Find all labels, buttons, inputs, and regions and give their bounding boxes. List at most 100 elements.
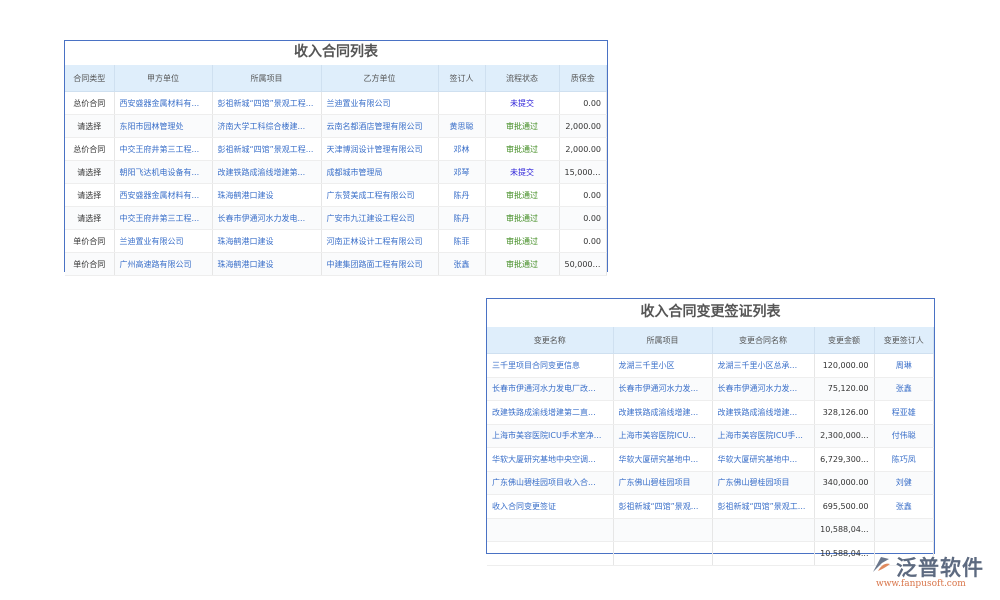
table-cell[interactable]: 成都城市管理局 [321,160,439,184]
table-cell[interactable]: 上海市美容医院ICU手... [712,424,815,448]
table-row[interactable]: 长春市伊通河水力发电厂改... 长春市伊通河水力发... 长春市伊通河水力发... 7… [487,377,934,401]
column-header[interactable]: 合同类型 [65,65,115,92]
table-cell[interactable]: 上海市美容医院ICU... [613,424,713,448]
table-cell[interactable]: 彭祖新城“四馆”景观工程... [212,137,322,161]
column-header[interactable]: 甲方单位 [114,65,213,92]
table-cell[interactable]: 广东佛山碧桂园项目收入合... [487,471,614,495]
table-cell[interactable]: 东阳市园林管理处 [114,114,213,138]
table-cell[interactable]: 西安盛器金属材料有... [114,183,213,207]
table-cell[interactable] [487,541,614,566]
table-cell[interactable] [613,541,713,566]
table-cell[interactable] [613,518,713,542]
table-cell[interactable]: 收入合同变更签证 [487,494,614,519]
table-cell[interactable]: 华软大厦研究基地中... [712,447,815,472]
table-cell[interactable]: 朝阳飞达机电设备有... [114,160,213,184]
table-cell[interactable]: 刘健 [874,471,934,495]
table-cell[interactable]: 邓琴 [438,160,486,184]
table-cell[interactable]: 改建铁路成渝线增建... [613,400,713,425]
table-cell[interactable]: 张鑫 [438,252,486,276]
column-header[interactable]: 变更合同名称 [712,327,815,354]
table-cell[interactable] [487,518,614,542]
table-row[interactable]: 请选择 朝阳飞达机电设备有... 改建铁路成渝线增建第... 成都城市管理局 邓琴 未提交… [65,160,607,184]
table-cell[interactable]: 西安盛器金属材料有... [114,91,213,115]
table-cell[interactable]: 广安市九江建设工程公司 [321,206,439,230]
table-row[interactable]: 三千里项目合同变更信息 龙湖三千里小区 龙湖三千里小区总承... 120,000.00… [487,353,934,378]
table-row[interactable]: 请选择 西安盛器金属材料有... 珠海鹤港口建设 广东赞美成工程有限公司 陈丹 审批通过 0… [65,183,607,207]
table-cell[interactable]: 长春市伊通河水力发... [712,377,815,401]
table-cell[interactable]: 上海市美容医院ICU手术室净... [487,424,614,448]
table-row[interactable]: 10,588,04... [487,541,934,566]
column-header[interactable]: 变更名称 [487,327,614,354]
table-cell[interactable]: 兰迪置业有限公司 [114,229,213,253]
table-cell[interactable]: 长春市伊通河水力发电厂改... [487,377,614,401]
table-cell[interactable]: 天津博润设计管理有限公司 [321,137,439,161]
table-cell[interactable]: 程亚雄 [874,400,934,425]
table-row[interactable]: 改建铁路成渝线增建第二直... 改建铁路成渝线增建... 改建铁路成渝线增建... 3… [487,400,934,425]
table-cell[interactable]: 陈巧凤 [874,447,934,472]
table-cell[interactable]: 黄思聪 [438,114,486,138]
table-cell[interactable]: 龙湖三千里小区总承... [712,353,815,378]
table-row[interactable]: 收入合同变更签证 彭祖新城“四馆”景观... 彭祖新城“四馆”景观工... 695,5… [487,494,934,519]
table-cell[interactable]: 广州高速路有限公司 [114,252,213,276]
table-cell[interactable]: 陈丹 [438,206,486,230]
column-header[interactable]: 流程状态 [485,65,560,92]
table-cell[interactable]: 华软大厦研究基地中央空调... [487,447,614,472]
table-cell[interactable]: 广东佛山碧桂园项目 [613,471,713,495]
table-cell[interactable] [712,541,815,566]
table-row[interactable]: 总价合同 西安盛器金属材料有... 彭祖新城“四馆”景观工程... 兰迪置业有限公司 未… [65,91,607,115]
table-cell[interactable]: 改建铁路成渝线增建第... [212,160,322,184]
table-row[interactable]: 请选择 东阳市园林管理处 济南大学工科综合楼建... 云南名都酒店管理有限公司 黄思聪审… [65,114,607,138]
column-header[interactable]: 所属项目 [212,65,322,92]
table-cell[interactable]: 邓林 [438,137,486,161]
table-cell[interactable] [874,518,934,542]
table-cell[interactable]: 云南名都酒店管理有限公司 [321,114,439,138]
table-row[interactable]: 上海市美容医院ICU手术室净... 上海市美容医院ICU... 上海市美容医院ICU… [487,424,934,448]
table-cell[interactable] [874,541,934,566]
table-row[interactable]: 广东佛山碧桂园项目收入合... 广东佛山碧桂园项目 广东佛山碧桂园项目 340,000… [487,471,934,495]
table-cell[interactable] [438,91,486,115]
table-cell[interactable]: 改建铁路成渝线增建... [712,400,815,425]
column-header[interactable]: 乙方单位 [321,65,439,92]
table-cell[interactable]: 华软大厦研究基地中... [613,447,713,472]
table-cell[interactable]: 长春市伊通河水力发电... [212,206,322,230]
table-cell: 审批通过 [485,137,560,161]
table-cell[interactable]: 兰迪置业有限公司 [321,91,439,115]
column-header[interactable]: 签订人 [438,65,486,92]
table-cell[interactable]: 广东赞美成工程有限公司 [321,183,439,207]
table-cell[interactable]: 中交王府井第三工程... [114,137,213,161]
table-cell[interactable]: 珠海鹤港口建设 [212,229,322,253]
table-cell[interactable]: 长春市伊通河水力发... [613,377,713,401]
table-row[interactable]: 请选择 中交王府井第三工程... 长春市伊通河水力发电... 广安市九江建设工程公司陈… [65,206,607,230]
table-cell[interactable]: 周琳 [874,353,934,378]
table-cell[interactable]: 珠海鹤港口建设 [212,183,322,207]
table-row[interactable]: 单价合同 广州高速路有限公司 珠海鹤港口建设 中建集团路面工程有限公司 张鑫 审批通过 50… [65,252,607,276]
table-cell[interactable]: 彭祖新城“四馆”景观... [613,494,713,519]
table-row[interactable]: 单价合同 兰迪置业有限公司 珠海鹤港口建设 河南正林设计工程有限公司 陈菲 审批通过 0.0… [65,229,607,253]
table-cell[interactable]: 中建集团路面工程有限公司 [321,252,439,276]
table-cell[interactable]: 中交王府井第三工程... [114,206,213,230]
column-header[interactable]: 质保金 [559,65,607,92]
table-cell[interactable]: 张鑫 [874,377,934,401]
table-cell[interactable]: 济南大学工科综合楼建... [212,114,322,138]
column-header[interactable]: 变更金额 [814,327,875,354]
table-cell[interactable] [712,518,815,542]
column-header[interactable]: 变更签订人 [874,327,934,354]
table-cell[interactable]: 付伟聪 [874,424,934,448]
table-row[interactable]: 华软大厦研究基地中央空调... 华软大厦研究基地中... 华软大厦研究基地中... 6… [487,447,934,472]
table-row[interactable]: 10,588,04... [487,518,934,542]
table-cell[interactable]: 改建铁路成渝线增建第二直... [487,400,614,425]
table-cell[interactable]: 珠海鹤港口建设 [212,252,322,276]
logo-mark-icon [873,557,890,572]
table-cell[interactable]: 龙湖三千里小区 [613,353,713,378]
table-cell[interactable]: 陈丹 [438,183,486,207]
table-cell[interactable]: 河南正林设计工程有限公司 [321,229,439,253]
table-cell[interactable]: 张鑫 [874,494,934,519]
logo-url: www.fanpusoft.com [876,579,966,589]
table-cell[interactable]: 三千里项目合同变更信息 [487,353,614,378]
table-cell[interactable]: 彭祖新城“四馆”景观工... [712,494,815,519]
table-row[interactable]: 总价合同 中交王府井第三工程... 彭祖新城“四馆”景观工程... 天津博润设计管理有… [65,137,607,161]
table-cell[interactable]: 彭祖新城“四馆”景观工程... [212,91,322,115]
table-cell[interactable]: 陈菲 [438,229,486,253]
table-cell[interactable]: 广东佛山碧桂园项目 [712,471,815,495]
column-header[interactable]: 所属项目 [613,327,713,354]
